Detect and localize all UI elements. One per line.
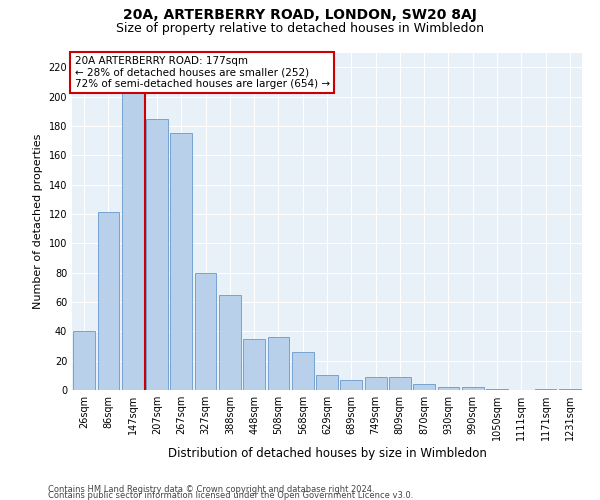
Bar	[268, 337, 289, 390]
Bar	[122, 82, 143, 390]
Bar	[97, 212, 119, 390]
Bar	[340, 380, 362, 390]
Bar	[559, 388, 581, 390]
Bar	[437, 387, 460, 390]
Bar	[170, 133, 192, 390]
Bar	[462, 387, 484, 390]
Text: 20A ARTERBERRY ROAD: 177sqm
← 28% of detached houses are smaller (252)
72% of se: 20A ARTERBERRY ROAD: 177sqm ← 28% of det…	[74, 56, 329, 89]
Bar	[292, 352, 314, 390]
Bar	[194, 272, 217, 390]
Bar	[535, 388, 556, 390]
Text: Contains HM Land Registry data © Crown copyright and database right 2024.: Contains HM Land Registry data © Crown c…	[48, 484, 374, 494]
Text: Contains public sector information licensed under the Open Government Licence v3: Contains public sector information licen…	[48, 490, 413, 500]
Bar	[73, 332, 95, 390]
X-axis label: Distribution of detached houses by size in Wimbledon: Distribution of detached houses by size …	[167, 447, 487, 460]
Bar	[389, 377, 411, 390]
Bar	[146, 118, 168, 390]
Bar	[413, 384, 435, 390]
Bar	[243, 338, 265, 390]
Bar	[486, 388, 508, 390]
Bar	[219, 294, 241, 390]
Y-axis label: Number of detached properties: Number of detached properties	[33, 134, 43, 309]
Text: 20A, ARTERBERRY ROAD, LONDON, SW20 8AJ: 20A, ARTERBERRY ROAD, LONDON, SW20 8AJ	[123, 8, 477, 22]
Text: Size of property relative to detached houses in Wimbledon: Size of property relative to detached ho…	[116, 22, 484, 35]
Bar	[365, 377, 386, 390]
Bar	[316, 376, 338, 390]
